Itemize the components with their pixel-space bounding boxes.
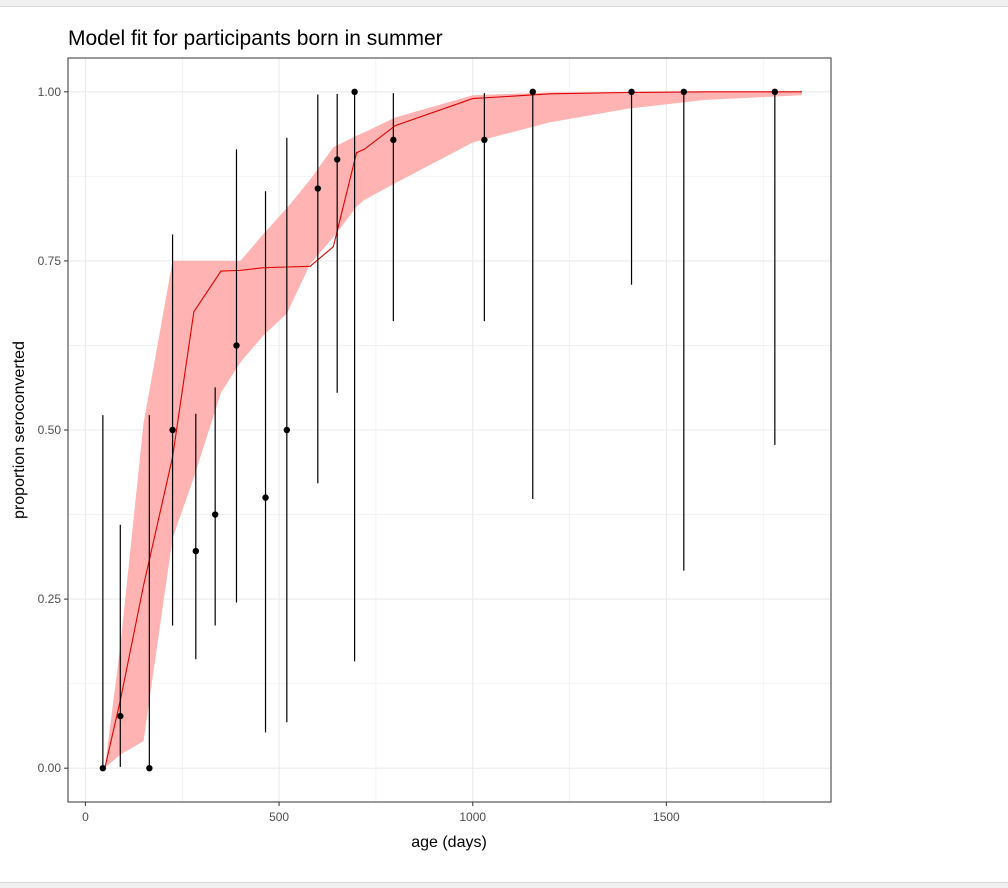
data-point — [99, 764, 107, 772]
window-top-edge — [0, 0, 1008, 7]
data-point — [117, 712, 124, 720]
error-bars-layer — [102, 91, 776, 769]
data-point — [333, 156, 341, 163]
data-point — [192, 547, 200, 555]
data-point — [314, 185, 322, 192]
data-point — [628, 88, 635, 96]
x-tick-label: 500 — [269, 810, 289, 824]
chart-title: Model fit for participants born in summe… — [68, 27, 443, 50]
x-axis-title: age (days) — [411, 834, 487, 851]
y-tick-label: 1.00 — [38, 85, 62, 99]
data-point — [351, 88, 358, 96]
x-tick-label: 1000 — [459, 810, 486, 824]
y-tick-label: 0.50 — [38, 423, 62, 437]
y-axis-title: proportion seroconverted — [11, 341, 28, 519]
data-point — [146, 764, 153, 772]
data-point — [481, 136, 488, 144]
data-point — [233, 342, 240, 349]
data-point — [262, 494, 269, 501]
data-point — [211, 511, 219, 518]
data-point — [390, 136, 397, 144]
data-point — [529, 88, 536, 96]
data-point — [771, 88, 779, 96]
y-axis-ticks: 0.00 0.25 0.50 0.75 1.00 — [38, 85, 68, 775]
data-point — [680, 88, 688, 96]
x-axis-ticks: 0 500 1000 1500 — [82, 802, 680, 824]
y-tick-label: 0.00 — [38, 761, 62, 775]
x-tick-label: 1500 — [653, 810, 680, 824]
fit-ribbon-layer — [104, 91, 802, 769]
y-tick-label: 0.25 — [38, 592, 62, 606]
y-tick-label: 0.75 — [38, 254, 62, 268]
window-bottom-edge — [0, 882, 1008, 888]
points-layer — [99, 88, 779, 772]
x-tick-label: 0 — [82, 810, 89, 824]
data-point — [169, 426, 176, 434]
fit-credible-ribbon — [104, 91, 802, 769]
data-point — [283, 426, 291, 434]
